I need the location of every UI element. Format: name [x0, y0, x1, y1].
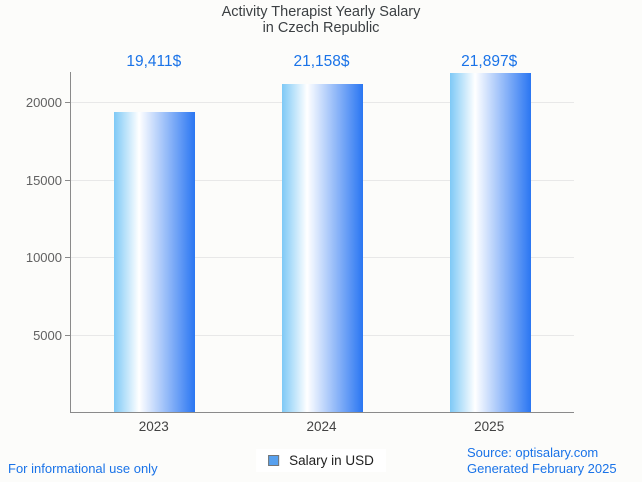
plot-area: [70, 72, 574, 413]
generated-date: Generated February 2025: [467, 460, 617, 476]
y-tick-label: 20000: [25, 95, 62, 111]
bar-value-label-2023: 19,411$: [126, 53, 182, 70]
bar-2023[interactable]: [114, 111, 196, 412]
chart-title-line2: in Czech Republic: [262, 19, 380, 36]
legend: Salary in USD: [256, 449, 386, 472]
y-tick-mark: [65, 102, 70, 104]
chart-title: Activity Therapist Yearly Salary in Czec…: [0, 4, 642, 36]
bar-value-label-2025: 21,897$: [461, 53, 518, 70]
x-axis-label-2025: 2025: [474, 419, 505, 434]
legend-marker-icon: [268, 455, 280, 466]
y-tick-mark: [65, 334, 70, 336]
y-tick-label: 10000: [25, 250, 62, 266]
x-axis-label-2023: 2023: [138, 419, 169, 434]
chart-title-line1: Activity Therapist Yearly Salary: [221, 4, 421, 20]
y-tick-label: 5000: [33, 327, 62, 343]
legend-label: Salary in USD: [289, 453, 374, 468]
source-attribution: Source: optisalary.com Generated Februar…: [467, 445, 617, 476]
y-tick-mark: [65, 179, 70, 181]
bar-2025[interactable]: [449, 73, 531, 412]
bar-2024[interactable]: [282, 84, 363, 412]
bar-value-label-2024: 21,158$: [293, 53, 350, 70]
y-tick-mark: [65, 257, 70, 259]
x-axis-label-2024: 2024: [306, 419, 337, 434]
y-tick-label: 15000: [25, 172, 62, 188]
source-link[interactable]: Source: optisalary.com: [467, 445, 599, 460]
disclaimer-text: For informational use only: [8, 461, 158, 476]
